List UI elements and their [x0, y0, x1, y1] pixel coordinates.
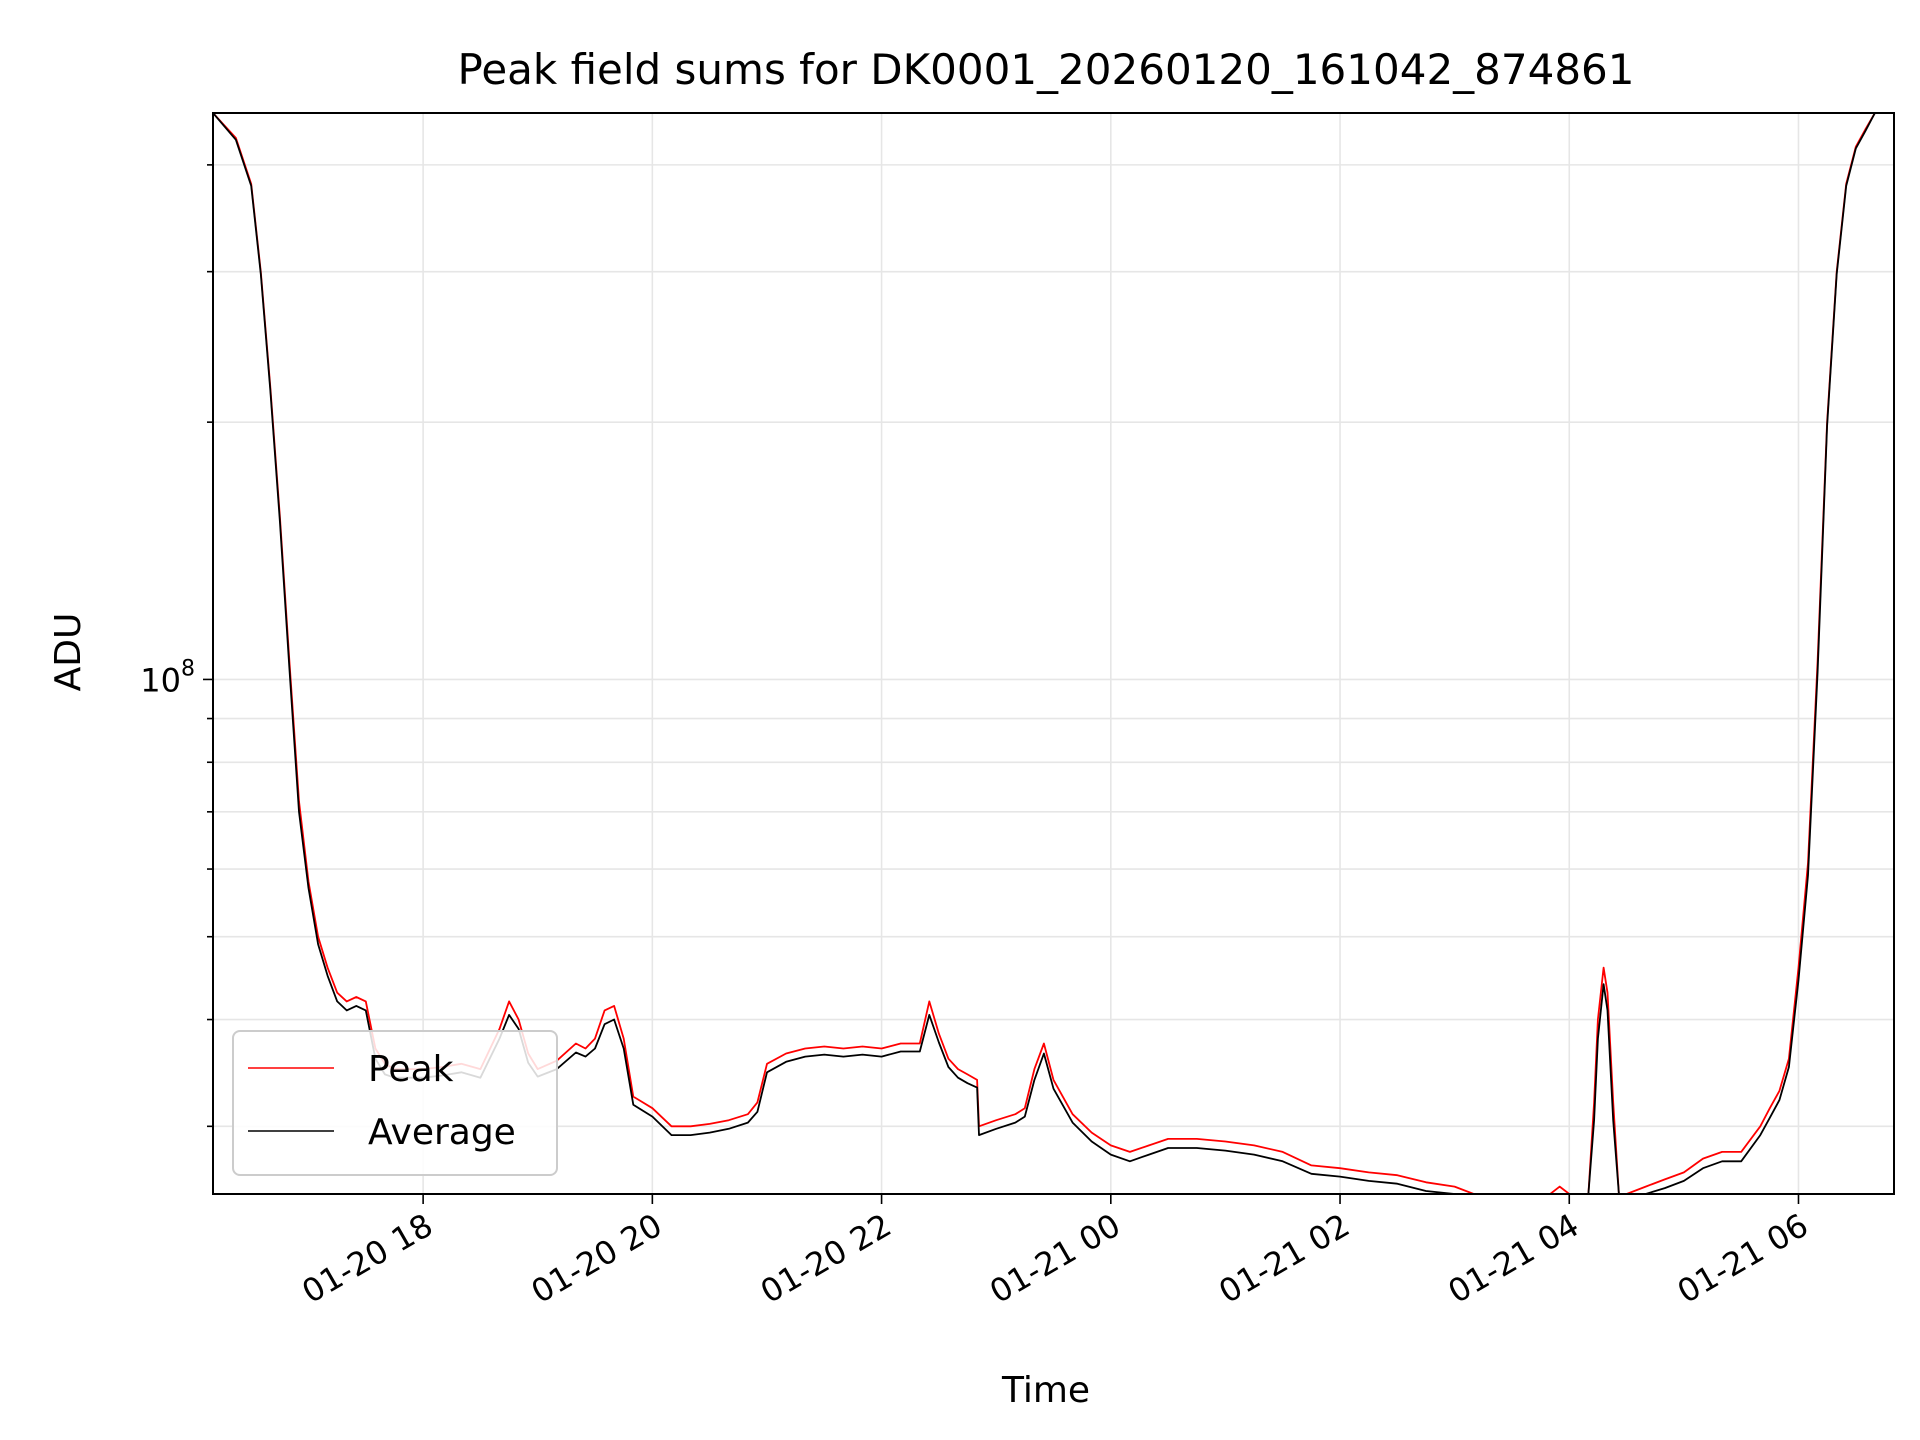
- legend-label-peak: Peak: [368, 1049, 454, 1090]
- legend: Peak Average: [232, 1030, 558, 1176]
- grid: [213, 113, 1894, 1194]
- x-axis-ticks: 01-20 18 01-20 20 01-20 22 01-21 00 01-21 02…: [296, 1194, 1815, 1311]
- x-tick-label: 01-21 06: [1671, 1206, 1815, 1311]
- x-tick-label: 01-20 22: [754, 1206, 898, 1311]
- x-tick-label: 01-21 02: [1212, 1206, 1356, 1311]
- x-tick-label: 01-21 04: [1442, 1206, 1586, 1311]
- x-tick-label: 01-21 00: [983, 1206, 1127, 1311]
- x-axis-label: Time: [1001, 1370, 1090, 1411]
- legend-label-average: Average: [368, 1112, 516, 1153]
- y-axis-label: ADU: [48, 613, 89, 692]
- y-axis-ticks: 108: [140, 164, 213, 1128]
- legend-box: [232, 1030, 558, 1176]
- plot-frame: [212, 112, 1895, 1195]
- chart-title: Peak field sums for DK0001_20260120_1610…: [457, 45, 1634, 94]
- x-tick-label: 01-20 20: [525, 1206, 669, 1311]
- x-tick-label: 01-20 18: [296, 1206, 440, 1311]
- y-tick-label: 108: [140, 656, 195, 699]
